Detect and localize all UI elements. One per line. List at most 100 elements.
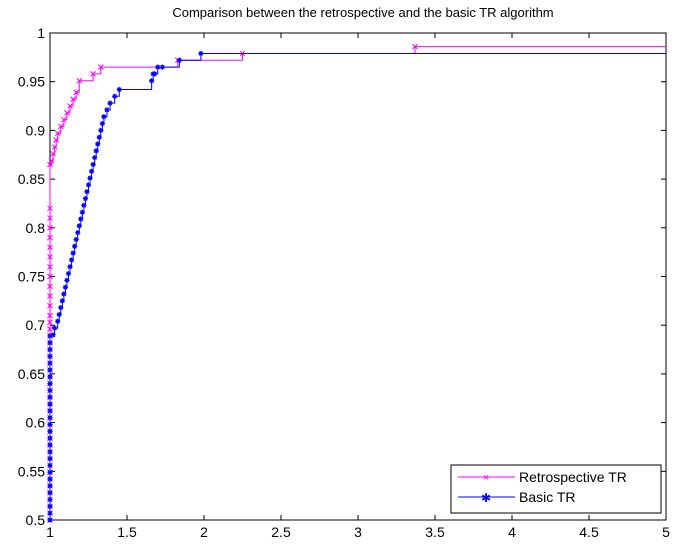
data-point: [47, 469, 53, 475]
data-point: [96, 134, 102, 140]
y-tick-label: 0.5: [26, 512, 46, 528]
data-point: [47, 490, 53, 496]
data-point: [104, 107, 110, 113]
data-point: [47, 326, 53, 332]
x-tick-label: 5: [662, 524, 670, 540]
data-point: [70, 250, 76, 256]
x-tick-label: 3.5: [425, 524, 445, 540]
data-point: [149, 78, 155, 84]
legend: × Retrospective TR ✱ Basic TR: [450, 464, 662, 514]
chart-title: Comparison between the retrospective and…: [172, 5, 553, 20]
data-point: [93, 148, 99, 154]
data-point: [82, 195, 89, 202]
data-point: [78, 216, 84, 222]
data-point: [84, 189, 90, 195]
data-point: [76, 77, 83, 84]
data-point: [81, 202, 87, 208]
data-point: [47, 353, 53, 359]
data-point: [47, 254, 53, 260]
data-point: [47, 435, 53, 441]
data-point: [116, 86, 122, 93]
plot-area: [49, 32, 667, 521]
data-point: [79, 209, 85, 215]
data-point: [47, 442, 53, 448]
data-point: [47, 421, 53, 428]
data-point: [47, 205, 53, 212]
data-point: [47, 215, 53, 221]
data-point: [47, 510, 53, 516]
data-point: [64, 110, 70, 116]
x-tick-label: 2: [200, 524, 208, 540]
y-tick-label: 0.85: [18, 171, 45, 187]
data-point: [47, 312, 53, 319]
data-point: [47, 462, 53, 469]
data-point: [64, 277, 70, 283]
data-point: [76, 223, 82, 229]
data-point: [59, 298, 65, 304]
x-tick-label: 2.5: [271, 524, 291, 540]
data-point: [50, 332, 56, 338]
y-tick-label: 0.8: [26, 220, 46, 236]
data-point: [95, 141, 101, 147]
x-tick-label: 4: [508, 524, 516, 540]
legend-box: [450, 464, 662, 514]
data-point: [47, 483, 53, 489]
data-point: [90, 71, 96, 77]
data-point: [99, 120, 105, 127]
data-point: [47, 476, 53, 482]
y-tick-label: 0.75: [18, 269, 45, 285]
data-point: [90, 161, 96, 168]
data-point: [65, 270, 72, 277]
data-point: [61, 291, 67, 297]
data-point: [47, 273, 53, 280]
data-point: [75, 230, 81, 236]
data-point: [51, 144, 58, 150]
data-point: [47, 394, 53, 400]
series-basic: [47, 50, 666, 523]
data-point: [70, 96, 76, 103]
data-point: [58, 305, 64, 311]
data-point: [101, 114, 107, 120]
data-point: [47, 381, 53, 387]
x-axis-tick-labels: 1 1.5 2 2.5 3 3.5 4 4.5 5: [46, 524, 670, 540]
data-point: [67, 103, 73, 109]
data-point: [47, 408, 53, 414]
data-point: [47, 496, 53, 503]
data-point: [47, 517, 53, 523]
data-point: [155, 64, 161, 70]
legend-item-retrospective: × Retrospective TR: [458, 469, 627, 485]
data-point: [73, 236, 79, 243]
data-point: [47, 283, 53, 290]
data-point: [47, 293, 53, 299]
data-point: [50, 150, 56, 157]
data-point: [47, 367, 53, 373]
x-tick-label: 4.5: [579, 524, 599, 540]
x-tick-label: 1.5: [117, 524, 137, 540]
data-point: [47, 456, 53, 462]
data-point: [47, 449, 53, 455]
y-tick-label: 0.55: [18, 463, 45, 479]
data-point: [176, 57, 182, 63]
y-tick-label: 0.9: [26, 122, 46, 138]
y-tick-label: 1: [37, 25, 45, 41]
data-point: [57, 123, 64, 130]
x-tick-label: 3: [354, 524, 362, 540]
legend-item-basic: ✱ Basic TR: [458, 489, 576, 505]
data-point: [47, 387, 53, 394]
y-tick-label: 0.7: [26, 317, 46, 333]
data-point: [47, 415, 53, 421]
data-point: [88, 168, 95, 174]
data-point: [47, 234, 53, 241]
data-point: [47, 360, 53, 366]
data-point: [198, 50, 204, 57]
axis-ticks: [49, 32, 667, 521]
data-point: [107, 100, 113, 106]
data-point: [47, 244, 53, 251]
data-point: [61, 116, 67, 123]
data-point: [47, 263, 53, 270]
data-point: [92, 155, 98, 161]
legend-marker-basic: ✱: [481, 491, 491, 505]
y-tick-label: 0.6: [26, 415, 46, 431]
data-point: [112, 93, 118, 99]
